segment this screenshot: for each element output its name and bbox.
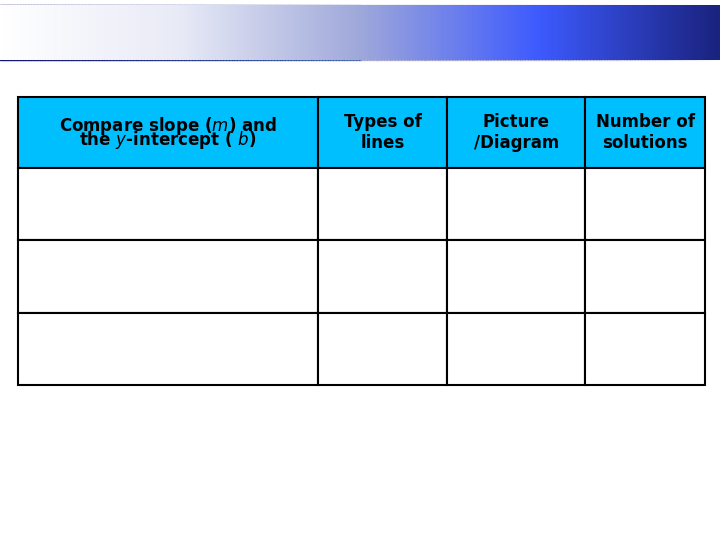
Bar — [585, 240, 705, 313]
Bar — [447, 240, 585, 313]
Bar — [28, 12, 42, 34]
Bar — [18, 313, 318, 385]
Bar — [447, 313, 585, 385]
Text: Types of
lines: Types of lines — [344, 113, 422, 152]
Bar — [447, 167, 585, 240]
Bar — [8, 40, 22, 56]
Bar — [8, 8, 26, 36]
Text: Number of
solutions: Number of solutions — [595, 113, 695, 152]
Text: the $\mathit{y}$-intercept ( $\mathit{b}$): the $\mathit{y}$-intercept ( $\mathit{b}… — [79, 129, 257, 151]
Bar — [18, 97, 318, 167]
Bar — [318, 97, 447, 167]
Bar — [318, 240, 447, 313]
Text: Picture
/Diagram: Picture /Diagram — [474, 113, 559, 152]
Bar — [585, 167, 705, 240]
Bar — [318, 313, 447, 385]
Bar — [18, 240, 318, 313]
Bar — [18, 167, 318, 240]
Bar — [585, 313, 705, 385]
Bar — [318, 167, 447, 240]
Bar — [447, 97, 585, 167]
Text: Compare slope ($\mathit{m}$) and: Compare slope ($\mathit{m}$) and — [59, 115, 277, 137]
Bar — [585, 97, 705, 167]
